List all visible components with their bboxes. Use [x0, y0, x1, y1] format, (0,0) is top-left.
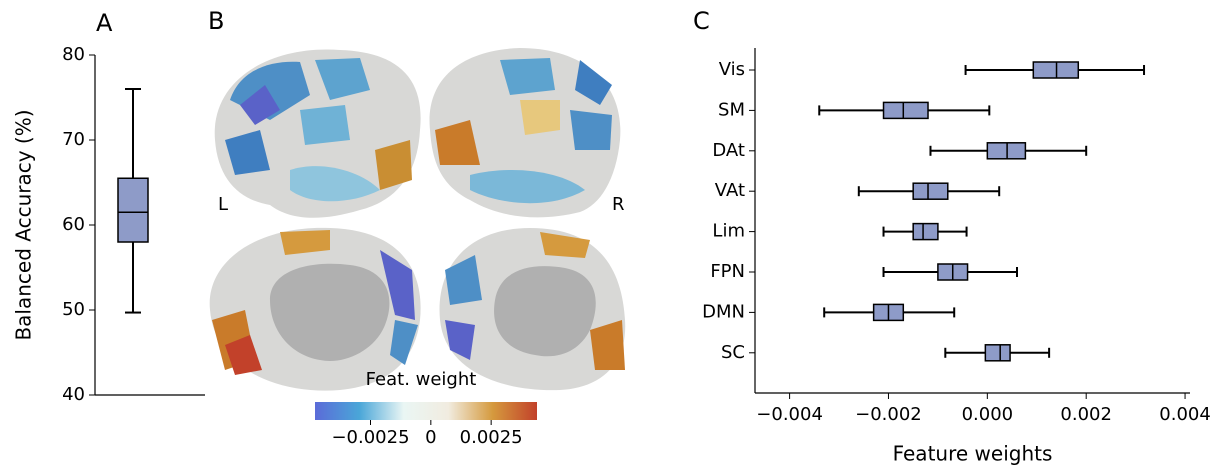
- annotation: R: [612, 194, 625, 215]
- y-tick-label: DAt: [712, 140, 745, 161]
- y-tick-label: DMN: [702, 301, 745, 322]
- annotation: L: [218, 194, 228, 215]
- brain-medial-right: [439, 228, 626, 391]
- y-tick-label: VAt: [715, 180, 745, 201]
- y-tick-label: 70: [62, 129, 85, 150]
- colorbar-tick-label: −0.0025: [331, 427, 409, 448]
- x-tick-label: −0.004: [756, 404, 823, 425]
- colorbar-tick-label: 0: [425, 427, 436, 448]
- box: [882, 101, 929, 120]
- brain-medial-left: [209, 227, 421, 391]
- box: [117, 177, 149, 243]
- x-axis-label: Feature weights: [893, 442, 1053, 466]
- box: [912, 222, 939, 241]
- y-tick-label: SM: [718, 99, 745, 120]
- y-tick-label: Vis: [719, 59, 745, 80]
- y-tick-label: 40: [62, 384, 85, 405]
- colorbar-label: Feat. weight: [366, 369, 477, 390]
- y-tick-label: 60: [62, 214, 85, 235]
- y-tick-label: Lim: [712, 221, 745, 242]
- x-tick-label: 0.000: [962, 404, 1014, 425]
- x-tick-label: −0.002: [855, 404, 922, 425]
- brain-lateral-right: [429, 48, 621, 218]
- box: [912, 182, 949, 200]
- panel-label: A: [96, 9, 113, 37]
- y-axis-label: Balanced Accuracy (%): [12, 109, 36, 340]
- y-tick-label: SC: [721, 342, 745, 363]
- x-tick-label: 0.002: [1060, 404, 1112, 425]
- box: [984, 344, 1011, 362]
- colorbar-tick-label: 0.0025: [460, 427, 523, 448]
- brain-lateral-left: [214, 49, 421, 218]
- y-tick-label: 80: [62, 44, 85, 65]
- y-tick-label: FPN: [710, 261, 745, 282]
- panel-label: C: [693, 7, 710, 35]
- x-tick-label: 0.004: [1159, 404, 1211, 425]
- y-tick-label: 50: [62, 299, 85, 320]
- colorbar: [315, 402, 537, 420]
- panel-label: B: [208, 7, 224, 35]
